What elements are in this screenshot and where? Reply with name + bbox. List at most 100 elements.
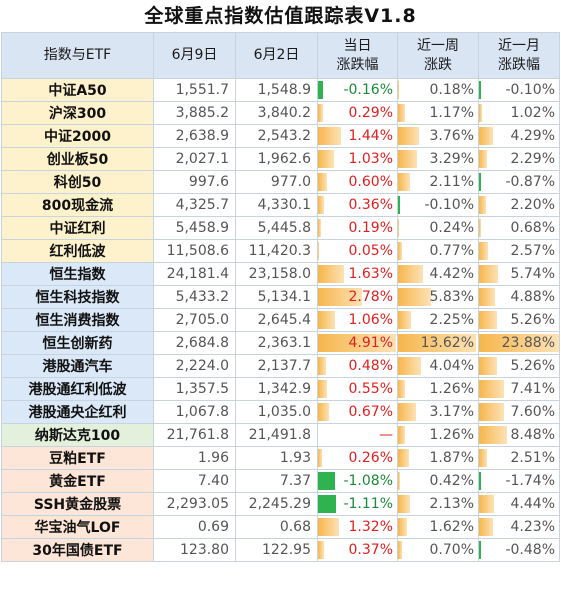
day-change: 0.67% (317, 400, 398, 424)
value-date2: 5,445.8 (235, 216, 318, 240)
change-value: 4.04% (429, 358, 474, 374)
change-value: 0.36% (348, 197, 393, 213)
week-change: 13.62% (397, 331, 479, 355)
change-bar (318, 104, 323, 122)
change-value: -1.74% (505, 473, 555, 489)
table-row: 黄金ETF 7.40 7.37 -1.08% 0.42% -1.74% (1, 469, 560, 493)
month-change: 0.68% (478, 216, 560, 240)
change-bar (479, 219, 482, 237)
index-name: 华宝油气LOF (1, 515, 154, 539)
day-change: 1.06% (317, 308, 398, 332)
month-change: 5.74% (478, 262, 560, 286)
change-value: 0.67% (348, 404, 393, 420)
table-row: 港股通央企红利 1,067.8 1,035.0 0.67% 3.17% 7.60% (1, 400, 560, 424)
header-date2: 6月2日 (235, 32, 318, 79)
change-value: 5.83% (429, 289, 474, 305)
index-name: 港股通汽车 (1, 354, 154, 378)
change-bar (398, 518, 408, 536)
change-value: 7.41% (510, 381, 555, 397)
change-value: 0.55% (348, 381, 393, 397)
value-date2: 7.37 (235, 469, 318, 493)
value-date2: 2,245.29 (235, 492, 318, 516)
month-change: -0.87% (478, 170, 560, 194)
day-change: 0.29% (317, 101, 398, 125)
change-bar (318, 449, 323, 467)
change-bar (318, 380, 327, 398)
change-bar (479, 403, 505, 421)
change-bar (318, 196, 324, 214)
change-bar (479, 518, 494, 536)
change-value: 4.88% (510, 289, 555, 305)
day-change: -1.08% (317, 469, 398, 493)
index-name: 纳斯达克100 (1, 423, 154, 447)
change-value: -1.08% (343, 473, 393, 489)
index-name: 黄金ETF (1, 469, 154, 493)
value-date1: 24,181.4 (153, 262, 236, 286)
value-date2: 21,491.8 (235, 423, 318, 447)
change-bar (398, 311, 411, 329)
week-change: 2.13% (397, 492, 479, 516)
change-bar (398, 127, 420, 145)
table-row: 创业板50 2,027.1 1,962.6 1.03% 3.29% 2.29% (1, 147, 560, 171)
change-value: 4.42% (429, 266, 474, 282)
change-bar (398, 449, 409, 467)
index-name: 中证A50 (1, 78, 154, 102)
change-bar (479, 380, 504, 398)
change-value: 0.18% (429, 82, 474, 98)
value-date2: 23,158.0 (235, 262, 318, 286)
change-value: 3.17% (429, 404, 474, 420)
header-week-line2: 涨跌 (424, 56, 452, 73)
value-date2: 1.93 (235, 446, 318, 470)
value-date1: 123.80 (153, 538, 236, 562)
value-date1: 2,027.1 (153, 147, 236, 171)
value-date2: 4,330.1 (235, 193, 318, 217)
change-bar (318, 173, 328, 191)
value-date1: 1,357.5 (153, 377, 236, 401)
month-change: 4.23% (478, 515, 560, 539)
value-date2: 1,548.9 (235, 78, 318, 102)
value-date1: 0.69 (153, 515, 236, 539)
change-value: 0.42% (429, 473, 474, 489)
change-value: 0.05% (348, 243, 393, 259)
index-name: 创业板50 (1, 147, 154, 171)
index-name: 恒生指数 (1, 262, 154, 286)
week-change: 0.18% (397, 78, 479, 102)
change-bar (398, 541, 402, 559)
change-value: 2.57% (510, 243, 555, 259)
change-bar (318, 265, 344, 283)
change-value: -1.11% (343, 496, 393, 512)
change-value: 0.37% (348, 542, 393, 558)
month-change: 4.29% (478, 124, 560, 148)
change-bar (479, 357, 497, 375)
day-change: 0.60% (317, 170, 398, 194)
change-bar (318, 288, 362, 306)
change-bar (479, 242, 488, 260)
day-change: -1.11% (317, 492, 398, 516)
value-date2: 1,962.6 (235, 147, 318, 171)
week-change: 0.42% (397, 469, 479, 493)
change-bar (398, 219, 400, 237)
week-change: 2.25% (397, 308, 479, 332)
change-value: 2.25% (429, 312, 474, 328)
change-value: 0.19% (348, 220, 393, 236)
table-row: 中证A50 1,551.7 1,548.9 -0.16% 0.18% -0.10% (1, 78, 560, 102)
week-change: 0.24% (397, 216, 479, 240)
change-value: 4.44% (510, 496, 555, 512)
header-date1: 6月9日 (153, 32, 236, 79)
valuation-table: 指数与ETF 6月9日 6月2日 当日 涨跌幅 近一周 涨跌 近一月 涨跌幅 中证A5… (1, 32, 560, 562)
month-change: 2.51% (478, 446, 560, 470)
month-change: 4.88% (478, 285, 560, 309)
change-bar (318, 219, 321, 237)
day-change: 1.32% (317, 515, 398, 539)
week-change: 0.77% (397, 239, 479, 263)
month-change: 4.44% (478, 492, 560, 516)
change-bar (479, 288, 496, 306)
change-value: 1.44% (348, 128, 393, 144)
change-value: 0.68% (510, 220, 555, 236)
change-bar (398, 288, 432, 306)
value-date2: 5,134.1 (235, 285, 318, 309)
value-date1: 2,684.8 (153, 331, 236, 355)
table-row: SSH黄金股票 2,293.05 2,245.29 -1.11% 2.13% 4.44% (1, 492, 560, 516)
change-value: 1.63% (348, 266, 393, 282)
value-date2: 2,543.2 (235, 124, 318, 148)
